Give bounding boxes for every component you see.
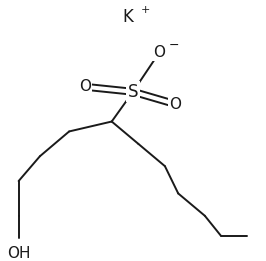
Text: K: K (122, 8, 133, 26)
Text: +: + (140, 5, 150, 15)
Text: O: O (153, 45, 166, 60)
Text: OH: OH (7, 246, 30, 260)
Text: O: O (169, 97, 182, 112)
Text: −: − (169, 39, 180, 52)
Text: S: S (128, 83, 138, 101)
Text: O: O (79, 79, 91, 94)
